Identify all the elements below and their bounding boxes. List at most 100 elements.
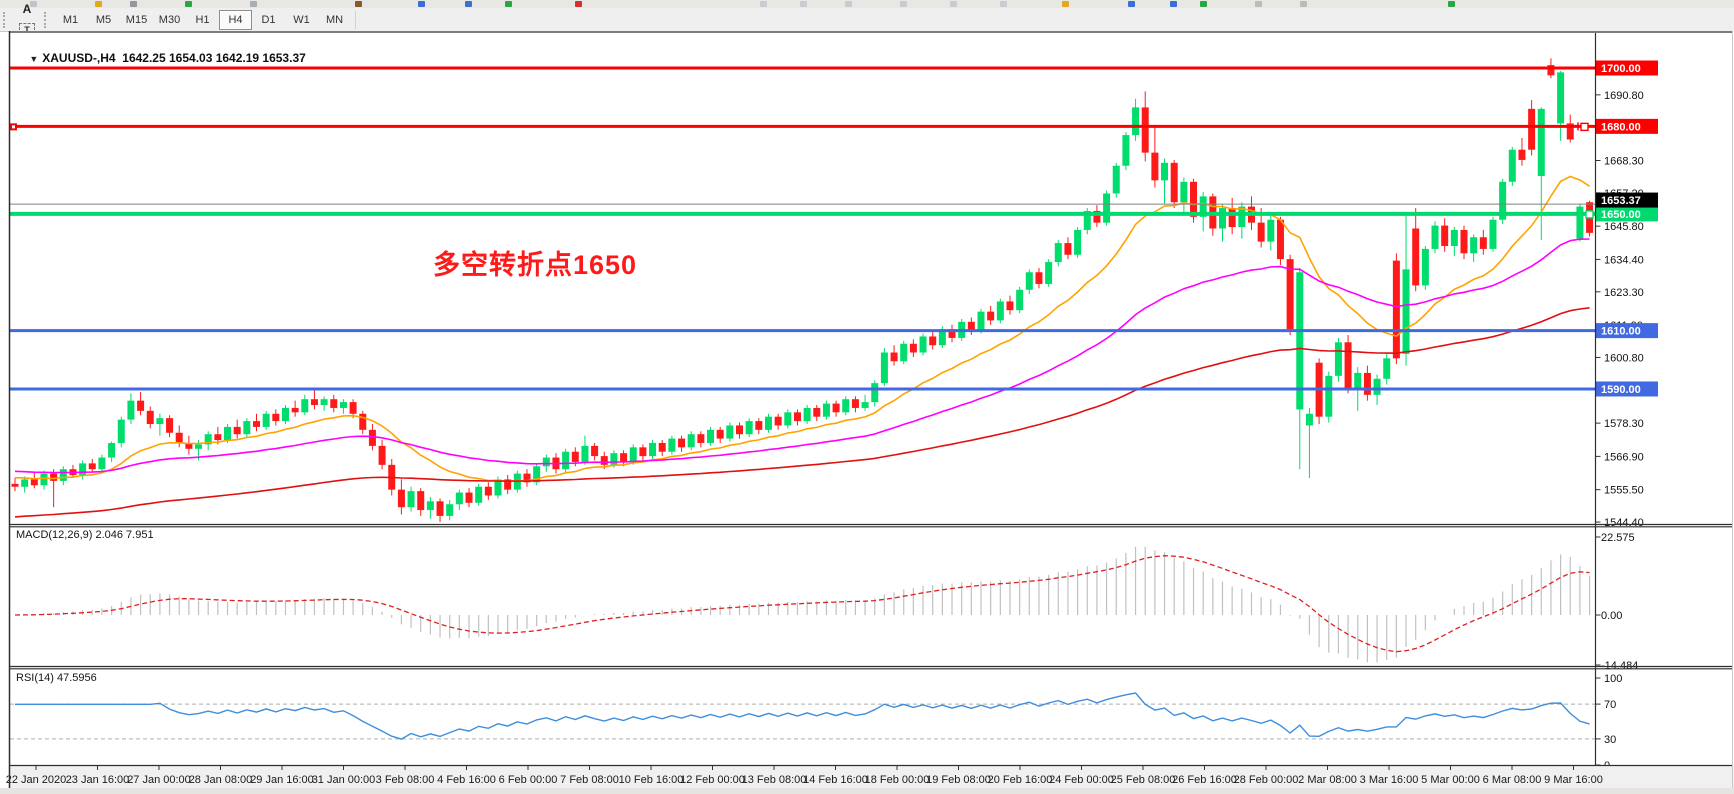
time-axis-label: 27 Jan 00:00 — [127, 774, 191, 786]
line-handle-center — [12, 125, 15, 129]
time-axis-label: 22 Jan 2020 — [6, 774, 67, 786]
line-handle[interactable] — [1580, 122, 1589, 132]
toolbar-icon-fragment — [95, 1, 102, 7]
price-tag-1700.00: 1700.00 — [1601, 63, 1641, 75]
macd-signal-line — [14, 555, 1590, 653]
timeframe-m5-button[interactable]: M5 — [95, 13, 112, 26]
chevron-down-icon[interactable]: ▼ — [29, 54, 39, 64]
text-icon: A — [22, 2, 32, 16]
toolbar-icon-fragment — [465, 1, 472, 7]
macd-axis-tick: 22.575 — [1601, 532, 1635, 544]
timeframe-d1-button[interactable]: D1 — [261, 13, 276, 26]
time-axis-label: 14 Feb 16:00 — [803, 774, 868, 786]
toolbar-icon-fragment — [30, 1, 37, 7]
timeframe-group: M1 M5 M15 M30 H1 H4 D1 W1 MN — [54, 9, 351, 30]
price-tag-1680.00-box — [1596, 118, 1658, 134]
toolbar-icon-fragment — [1300, 1, 1307, 7]
price-axis-tick: 1634.40 — [1604, 254, 1644, 266]
toolbar-icon-fragment — [130, 1, 137, 7]
toolbar-icon-fragment — [1448, 1, 1455, 7]
time-axis-label: 25 Feb 08:00 — [1111, 774, 1176, 786]
text-tool-button[interactable]: A — [14, 0, 40, 20]
time-axis-label: 3 Feb 08:00 — [376, 774, 435, 786]
toolbar-icon-fragment — [800, 1, 807, 7]
fast-ma-line — [14, 175, 1591, 483]
toolbar-icon-fragment — [185, 1, 192, 7]
price-axis-tick: 1544.40 — [1604, 517, 1644, 529]
chart-canvas[interactable]: 1690.801668.301657.201645.801634.401623.… — [0, 31, 1734, 794]
time-axis-label: 3 Mar 16:00 — [1360, 774, 1419, 786]
toolbar-icon-fragment — [1128, 1, 1135, 7]
rsi-line — [15, 692, 1590, 740]
symbol-label: XAUUSD-,H4 — [42, 51, 116, 65]
toolbar-icon-fragment — [950, 1, 957, 7]
price-tag-1700.00-box — [1596, 60, 1658, 76]
time-axis-label: 12 Feb 00:00 — [680, 774, 745, 786]
timeframe-h1-button[interactable]: H1 — [195, 13, 210, 26]
toolbar-grip[interactable] — [3, 11, 9, 28]
time-axis-label: 26 Feb 16:00 — [1172, 774, 1237, 786]
toolbar-icon-fragment — [1170, 1, 1177, 7]
time-axis-label: 10 Feb 16:00 — [619, 774, 684, 786]
price-tag-1650.00-box — [1596, 206, 1658, 222]
price-tag-1610.00: 1610.00 — [1601, 326, 1641, 338]
price-axis-tick: 1690.80 — [1604, 90, 1644, 102]
rsi-axis-tick: 30 — [1604, 734, 1616, 746]
timeframe-m30-button[interactable]: M30 — [158, 13, 181, 26]
price-axis-tick: 1555.50 — [1604, 485, 1644, 497]
timeframe-m1-button[interactable]: M1 — [62, 13, 79, 26]
toolbar-icon-fragment — [250, 1, 257, 7]
chart-title: ▼ XAUUSD-,H4 1642.25 1654.03 1642.19 1653… — [16, 37, 306, 79]
time-axis-label: 6 Feb 00:00 — [499, 774, 558, 786]
time-axis-label: 4 Feb 16:00 — [437, 774, 496, 786]
macd-axis-tick: 0.00 — [1601, 610, 1622, 622]
price-tag-1680.00: 1680.00 — [1601, 121, 1641, 133]
price-axis-tick: 1600.80 — [1604, 352, 1644, 364]
price-axis-tick: 1668.30 — [1604, 156, 1644, 168]
toolbar-icon-fragment — [505, 1, 512, 7]
toolbar-icon-fragment — [1000, 1, 1007, 7]
toolbar-icon-fragment — [1255, 1, 1262, 7]
toolbar-icon-fragment — [845, 1, 852, 7]
current-price-tag-box — [1596, 192, 1658, 208]
price-tag-1650.00: 1650.00 — [1601, 209, 1641, 221]
time-axis-label: 9 Mar 16:00 — [1544, 774, 1603, 786]
price-tag-1590.00: 1590.00 — [1601, 384, 1641, 396]
rsi-indicator-label: RSI(14) 47.5956 — [16, 672, 97, 684]
price-axis-tick: 1566.90 — [1604, 451, 1644, 463]
slow-ma-line — [14, 307, 1590, 518]
rsi-axis-tick: 70 — [1604, 699, 1616, 711]
ohlc-values: 1642.25 1654.03 1642.19 1653.37 — [122, 51, 306, 65]
timeframe-m15-button[interactable]: M15 — [125, 13, 148, 26]
time-axis-label: 6 Mar 08:00 — [1483, 774, 1542, 786]
time-axis-label: 28 Jan 08:00 — [189, 774, 253, 786]
toolbar-icon-fragment — [760, 1, 767, 7]
macd-indicator-label: MACD(12,26,9) 2.046 7.951 — [16, 529, 154, 541]
time-axis-label: 29 Jan 16:00 — [250, 774, 314, 786]
timeframe-h4-button[interactable]: H4 — [219, 9, 252, 30]
toolbar-separator — [355, 10, 356, 29]
time-axis-label: 18 Feb 00:00 — [865, 774, 930, 786]
rsi-axis-tick: 100 — [1604, 673, 1622, 685]
text-annotation[interactable]: 多空转折点1650 — [433, 250, 638, 280]
toolbar-icon-fragment — [355, 1, 362, 7]
time-axis-label: 20 Feb 16:00 — [988, 774, 1053, 786]
timeframe-w1-button[interactable]: W1 — [293, 13, 310, 26]
time-axis-label: 2 Mar 08:00 — [1298, 774, 1357, 786]
toolbar-icon-fragment — [1200, 1, 1207, 7]
time-axis-label: 19 Feb 08:00 — [926, 774, 991, 786]
toolbar-icon-fragment — [900, 1, 907, 7]
mid-ma-line — [14, 238, 1590, 474]
line-handle[interactable] — [1585, 210, 1594, 219]
time-axis-label: 7 Feb 08:00 — [560, 774, 619, 786]
time-axis-label: 5 Mar 00:00 — [1421, 774, 1480, 786]
toolbar-icon-fragment — [418, 1, 425, 7]
timeframe-mn-button[interactable]: MN — [325, 13, 344, 26]
price-axis-tick: 1645.80 — [1604, 221, 1644, 233]
toolbar-icon-fragment — [1062, 1, 1069, 7]
macd-histogram — [24, 546, 1591, 663]
toolbar-grip[interactable] — [44, 11, 50, 28]
current-price-tag: 1653.37 — [1601, 195, 1641, 207]
